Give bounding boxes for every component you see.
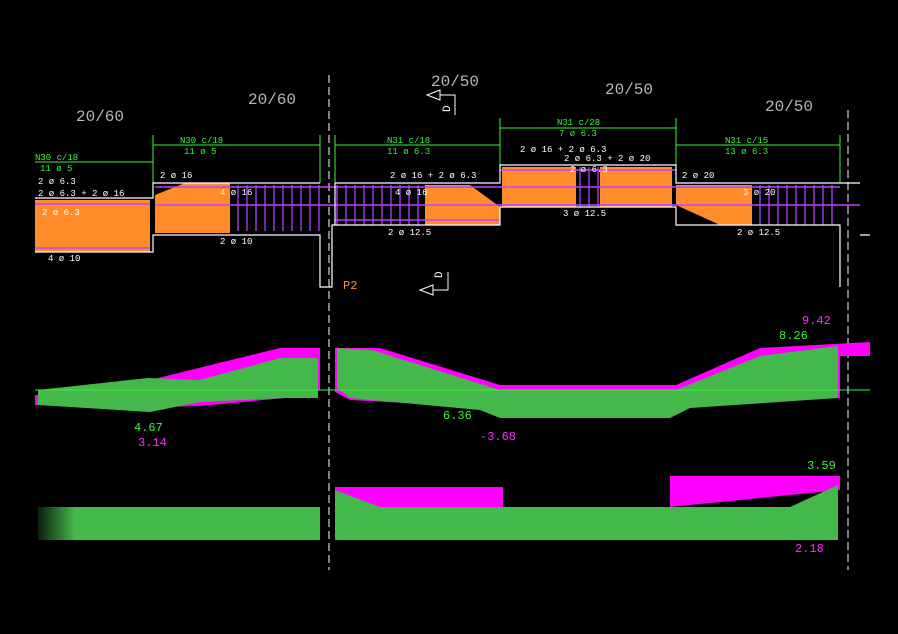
stirrup-label: 11 ø 5 bbox=[40, 164, 72, 174]
dimension-lines bbox=[35, 118, 841, 183]
rebar-label: 4 ø 16 bbox=[220, 188, 252, 198]
rebar-label: 4 ø 10 bbox=[48, 254, 80, 264]
moment-label: 6.36 bbox=[443, 409, 472, 423]
stirrup-label: 7 ø 6.3 bbox=[559, 129, 597, 139]
rebar-label: 2 ø 20 bbox=[682, 171, 714, 181]
cut-label: D bbox=[442, 105, 454, 112]
section-label: 20/60 bbox=[248, 91, 296, 109]
section-label: 20/50 bbox=[605, 81, 653, 99]
moment-diagram bbox=[35, 342, 870, 418]
stirrup-label: N30 c/18 bbox=[180, 136, 223, 146]
rebar-label: 2 ø 6.3 bbox=[570, 165, 608, 175]
rebar-lines bbox=[35, 169, 860, 249]
rebar-label: 4 ø 16 bbox=[395, 188, 427, 198]
rebar-label: 2 ø 16 + 2 ø 6.3 bbox=[390, 171, 476, 181]
rebar-label: 3 ø 20 bbox=[743, 188, 775, 198]
moment-label: -3.68 bbox=[480, 430, 516, 444]
moment-label: 4.67 bbox=[134, 421, 163, 435]
stirrup-label: N31 c/18 bbox=[387, 136, 430, 146]
rebar-label: 2 ø 10 bbox=[220, 237, 252, 247]
orange-zones bbox=[35, 167, 752, 252]
shear-label: 2.18 bbox=[795, 542, 824, 556]
section-label: 20/50 bbox=[765, 98, 813, 116]
support-label: P2 bbox=[343, 279, 357, 293]
moment-label: 9.42 bbox=[802, 314, 831, 328]
section-label: 20/50 bbox=[431, 73, 479, 91]
stirrup-label: N31 c/28 bbox=[557, 118, 600, 128]
rebar-label: 2 ø 16 bbox=[160, 171, 192, 181]
cut-marks bbox=[418, 89, 456, 296]
shear-label: 3.59 bbox=[807, 459, 836, 473]
section-label: 20/60 bbox=[76, 108, 124, 126]
rebar-label: 3 ø 12.5 bbox=[563, 209, 606, 219]
shear-diagram bbox=[35, 470, 840, 550]
rebar-label: 2 ø 12.5 bbox=[737, 228, 780, 238]
stirrup-label: 11 ø 6.3 bbox=[387, 147, 430, 157]
rebar-label: 2 ø 6.3 + 2 ø 20 bbox=[564, 154, 650, 164]
rebar-label: 2 ø 12.5 bbox=[388, 228, 431, 238]
stirrup-label: 13 ø 6.3 bbox=[725, 147, 768, 157]
moment-label: 3.14 bbox=[138, 436, 167, 450]
rebar-label: 2 ø 6.3 + 2 ø 16 bbox=[38, 189, 124, 199]
beam-outline bbox=[35, 164, 870, 288]
rebar-label: 2 ø 6.3 bbox=[42, 208, 80, 218]
rebar-label: 2 ø 16 + 2 ø 6.3 bbox=[520, 145, 606, 155]
rebar-label: 2 ø 6.3 bbox=[38, 177, 76, 187]
stirrup-label: N30 c/18 bbox=[35, 153, 78, 163]
stirrup-label: N31 c/15 bbox=[725, 136, 768, 146]
cut-label: D bbox=[434, 271, 446, 278]
moment-label: 8.26 bbox=[779, 329, 808, 343]
stirrup-label: 11 ø 5 bbox=[184, 147, 216, 157]
